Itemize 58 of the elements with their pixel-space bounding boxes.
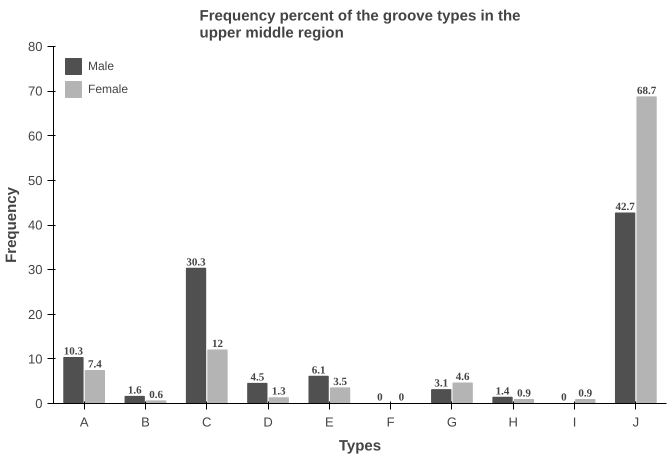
data-label: 30.3: [186, 256, 206, 268]
data-label: 0.9: [517, 387, 532, 400]
bar: [63, 357, 84, 404]
bar: [431, 389, 452, 404]
data-label: 0: [561, 392, 568, 404]
y-tick-label: 20: [28, 306, 43, 322]
x-tick-label: B: [141, 414, 150, 430]
legend-label: Male: [88, 59, 114, 73]
y-tick-label: 40: [28, 218, 43, 232]
bar: [84, 370, 106, 404]
data-label: 6.1: [312, 364, 326, 376]
y-tick-label: 10: [28, 351, 43, 366]
data-label: 12: [212, 338, 224, 350]
x-tick-label: I: [572, 414, 576, 430]
data-label: 68.7: [636, 84, 657, 97]
chart-title: Frequency percent of the groove types in the upper middle region: [200, 8, 520, 42]
x-tick-label: F: [386, 414, 395, 430]
y-tick-label: 0: [35, 396, 43, 411]
data-label: 7.4: [88, 358, 102, 370]
bar: [452, 382, 473, 404]
data-label: 1.6: [128, 384, 142, 396]
x-tick-label: J: [632, 414, 640, 430]
x-tick-label: E: [325, 414, 334, 430]
bar: [614, 212, 636, 404]
x-tick-label: C: [202, 414, 212, 430]
y-axis-title: Frequency: [3, 186, 20, 263]
x-tick-label: A: [80, 414, 89, 430]
bar: [308, 376, 329, 404]
data-label: 0: [398, 392, 405, 404]
y-tick-label: 70: [28, 84, 43, 99]
bar: [124, 396, 145, 404]
bar: [207, 349, 228, 404]
x-axis-title: Types: [338, 438, 382, 454]
x-tick-label: G: [446, 414, 458, 430]
data-label: 0: [377, 392, 384, 404]
x-tick-label: H: [508, 414, 518, 430]
data-label: 4.5: [250, 371, 265, 384]
legend-label: Female: [88, 82, 128, 96]
bar: [247, 382, 268, 404]
data-label: 0.6: [149, 388, 164, 401]
data-label: 3.1: [434, 378, 448, 390]
bar: [186, 268, 206, 404]
y-tick-label: 50: [28, 172, 43, 188]
y-tick-label: 60: [28, 128, 43, 144]
bar: [575, 398, 596, 404]
data-label: 3.5: [333, 376, 348, 388]
data-label: 0.9: [578, 387, 593, 400]
y-tick-label: 80: [28, 39, 43, 54]
data-label: 42.7: [615, 200, 636, 213]
x-tick-label: D: [263, 414, 273, 430]
y-tick-label: 30: [28, 262, 43, 278]
data-label: 1.4: [496, 385, 510, 398]
bar: [268, 397, 289, 404]
data-label: 1.3: [272, 386, 286, 398]
bar: [330, 387, 350, 404]
data-label: 10.3: [64, 346, 84, 358]
bar: [636, 96, 657, 404]
data-label: 4.6: [456, 370, 470, 383]
